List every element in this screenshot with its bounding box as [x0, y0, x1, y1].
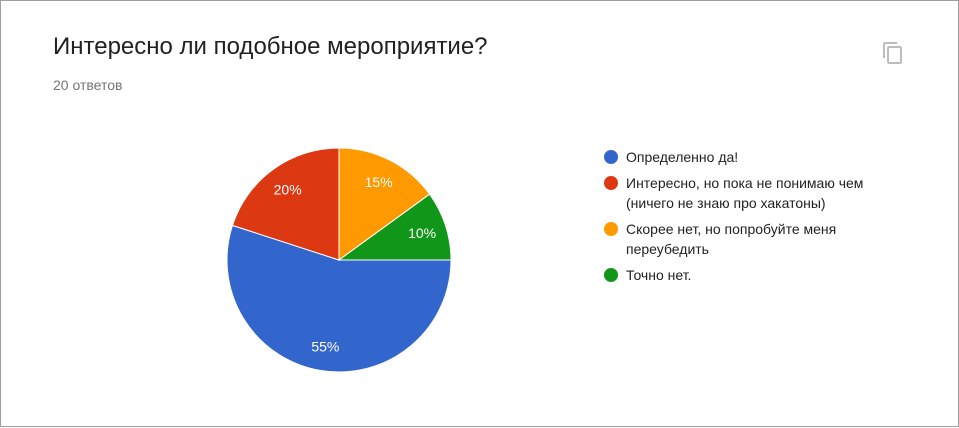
copy-icon[interactable] — [881, 41, 905, 65]
pie-slice[interactable] — [338, 147, 431, 261]
slice-label: 55% — [311, 338, 339, 354]
legend-dot-icon — [604, 150, 618, 164]
legend-item[interactable]: Скорее нет, но попробуйте меня переубеди… — [604, 219, 866, 259]
legend-label: Точно нет. — [626, 267, 692, 283]
legend-item[interactable]: Точно нет. — [604, 265, 866, 285]
slice-label: 20% — [274, 181, 302, 197]
pie-slice[interactable] — [226, 224, 452, 373]
legend-item[interactable]: Интересно, но пока не понимаю чем (ничег… — [604, 173, 866, 213]
legend-dot-icon — [604, 222, 618, 236]
legend-dot-icon — [604, 176, 618, 190]
slice-label: 10% — [408, 225, 436, 241]
slice-label: 15% — [365, 174, 393, 190]
legend: Определенно да! Интересно, но пока не пон… — [604, 147, 866, 291]
pie-slice[interactable] — [231, 147, 340, 261]
response-count: 20 ответов — [53, 77, 123, 93]
question-title: Интересно ли подобное мероприятие? — [53, 33, 488, 60]
legend-label: Определенно да! — [626, 149, 739, 165]
legend-item[interactable]: Определенно да! — [604, 147, 866, 167]
pie-slice[interactable] — [337, 193, 452, 261]
legend-dot-icon — [604, 268, 618, 282]
legend-label: Интересно, но пока не понимаю чем (ничег… — [626, 175, 864, 211]
legend-label: Скорее нет, но попробуйте меня переубеди… — [626, 221, 837, 257]
